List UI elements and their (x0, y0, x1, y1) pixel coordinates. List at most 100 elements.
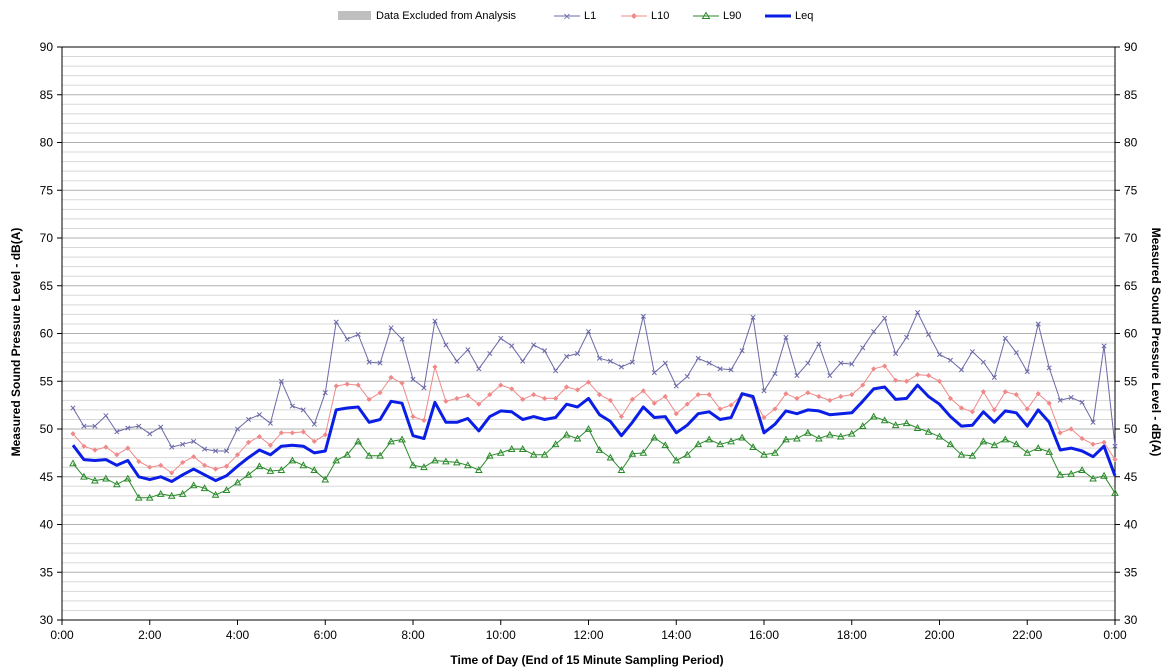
y-tick-label-right: 40 (1124, 518, 1138, 532)
l10-point (651, 400, 657, 406)
y-tick-label-left: 50 (40, 422, 54, 436)
l1-point (849, 361, 855, 367)
x-tick-label: 6:00 (314, 628, 338, 642)
l10-point (596, 392, 603, 398)
l10-point (311, 438, 317, 445)
l1-point (1046, 365, 1052, 371)
l90-point (1078, 466, 1086, 473)
l1-point (1024, 369, 1030, 375)
legend-l90-marker (701, 11, 711, 19)
l90-point (1034, 444, 1043, 451)
l90-point (507, 445, 516, 452)
l90-point (1045, 447, 1054, 455)
x-tick-label: 8:00 (401, 628, 425, 642)
l1-point (673, 383, 679, 389)
l90-point (233, 478, 242, 486)
l10-point (816, 393, 822, 400)
l10-point (914, 371, 921, 378)
l10-point (147, 464, 153, 470)
l90-point (1089, 474, 1097, 482)
l90-point (442, 457, 450, 465)
l1-point (103, 413, 109, 419)
l1-point (1112, 443, 1118, 449)
l1-point (882, 315, 888, 321)
l1-point (399, 336, 405, 342)
l90-point (266, 466, 275, 474)
x-tick-label: 0:00 (1103, 628, 1127, 642)
l10-point (893, 377, 899, 383)
l10-point (618, 413, 625, 420)
l90-point (782, 435, 790, 443)
l1-point (498, 335, 504, 341)
l90-point (880, 416, 889, 424)
l1-point (640, 313, 646, 319)
l10-point (509, 386, 515, 392)
l90-point (946, 440, 955, 448)
y-tick-label-left: 65 (40, 279, 54, 293)
l10-point (201, 462, 208, 468)
l1-point (311, 421, 317, 427)
y-tick-label-left: 35 (40, 565, 54, 579)
l1-point (794, 372, 800, 379)
l1-point (969, 349, 975, 355)
l10-point (421, 417, 427, 424)
l1-point (114, 429, 120, 435)
l10-point (300, 429, 306, 435)
legend-excluded-label: Data Excluded from Analysis (376, 10, 517, 22)
y-tick-label-right: 45 (1124, 470, 1138, 484)
l10-point (333, 383, 339, 389)
legend-l90-label: L90 (723, 10, 741, 22)
l1-point (991, 374, 997, 380)
l10-point (607, 397, 614, 403)
l90-point (354, 437, 363, 445)
l1-point (1068, 394, 1074, 401)
x-tick-label: 0:00 (50, 628, 74, 642)
l90-point (760, 450, 768, 458)
legend-l10-marker (631, 13, 637, 19)
l10-point (728, 402, 734, 408)
l1-point (893, 351, 899, 357)
l10-point (1112, 456, 1118, 463)
l10-point (882, 363, 888, 369)
y-tick-label-left: 40 (40, 518, 54, 532)
y-tick-label-right: 70 (1124, 231, 1138, 245)
l90-point (804, 428, 812, 436)
y-tick-label-right: 60 (1124, 327, 1138, 341)
l90-point (474, 466, 483, 473)
l90-point (409, 461, 417, 469)
l90-point (771, 448, 779, 456)
l1-point (860, 345, 866, 351)
l90-point (935, 432, 944, 440)
l90-point (463, 461, 472, 469)
l1-point (322, 390, 328, 396)
l1-point (564, 353, 570, 359)
l10-point (388, 374, 394, 381)
l90-point (80, 472, 88, 480)
l10-point (991, 407, 997, 413)
legend-leq-label: Leq (795, 10, 813, 22)
l90-point (112, 480, 121, 488)
l10-point (980, 389, 986, 395)
l10-point (399, 380, 405, 386)
l90-point (288, 456, 297, 464)
l1-point (651, 370, 657, 376)
l90-point (606, 453, 615, 461)
l1-point (1013, 350, 1019, 356)
series-l10 (70, 363, 1118, 476)
l10-point (1002, 389, 1008, 395)
l90-point (123, 474, 132, 482)
l1-point (278, 378, 284, 384)
y-tick-label-left: 75 (40, 183, 54, 197)
l10-point (289, 430, 295, 436)
l1-point (585, 329, 592, 335)
l10-point (717, 406, 723, 412)
l10-point (498, 382, 504, 388)
l10-point (322, 432, 328, 438)
x-tick-label: 22:00 (1012, 628, 1042, 642)
l10-point (410, 413, 416, 420)
l90-point (957, 450, 966, 458)
l1-point (410, 376, 416, 382)
l90-point (891, 421, 900, 429)
l1-point (1101, 343, 1107, 349)
